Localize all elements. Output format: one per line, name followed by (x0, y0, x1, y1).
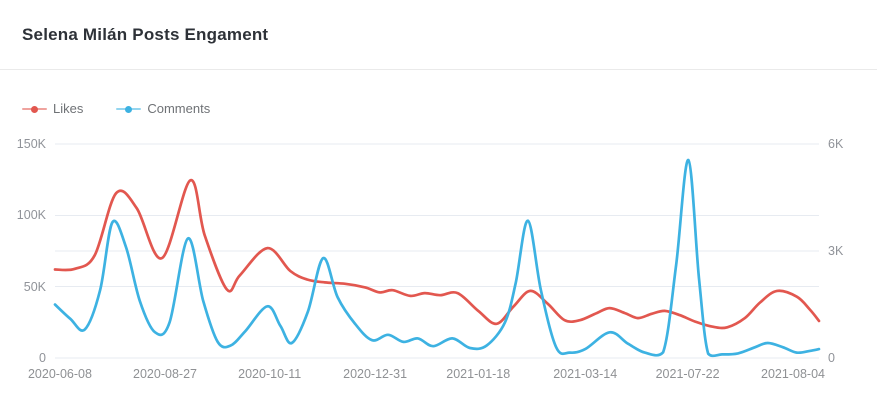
x-axis-label: 2020-06-08 (27, 367, 92, 381)
y-axis-right-label: 6K (828, 137, 844, 151)
x-axis-label: 2020-08-27 (133, 367, 197, 381)
x-axis-label: 2021-07-22 (655, 367, 720, 381)
legend-label: Likes (53, 101, 84, 116)
legend-item-comments[interactable]: Comments (116, 101, 210, 116)
y-axis-left-label: 50K (23, 279, 46, 294)
x-axis-label: 2021-01-18 (446, 367, 511, 381)
y-axis-left-label: 100K (16, 208, 46, 223)
comments-line[interactable] (53, 158, 821, 358)
likes-line[interactable] (53, 179, 821, 330)
legend-line-dot-icon (116, 103, 142, 114)
legend-line-dot-icon (22, 103, 47, 114)
x-axis-label: 2020-10-11 (238, 367, 302, 381)
legend-item-likes[interactable]: Likes (22, 101, 83, 116)
page-title: Selena Milán Posts Engament (22, 25, 269, 44)
y-axis-right-label: 3K (828, 244, 844, 258)
y-axis-left-label: 150K (16, 137, 46, 151)
y-axis-left-label: 0 (39, 351, 46, 365)
x-axis-label: 2021-08-04 (761, 367, 825, 381)
x-axis-label: 2020-12-31 (343, 367, 408, 381)
x-axis-label: 2021-03-14 (553, 367, 618, 381)
header-divider (0, 69, 877, 70)
y-axis-right-label: 0 (828, 351, 835, 365)
legend-label: Comments (147, 101, 211, 116)
legend: Likes Comments (22, 101, 210, 116)
